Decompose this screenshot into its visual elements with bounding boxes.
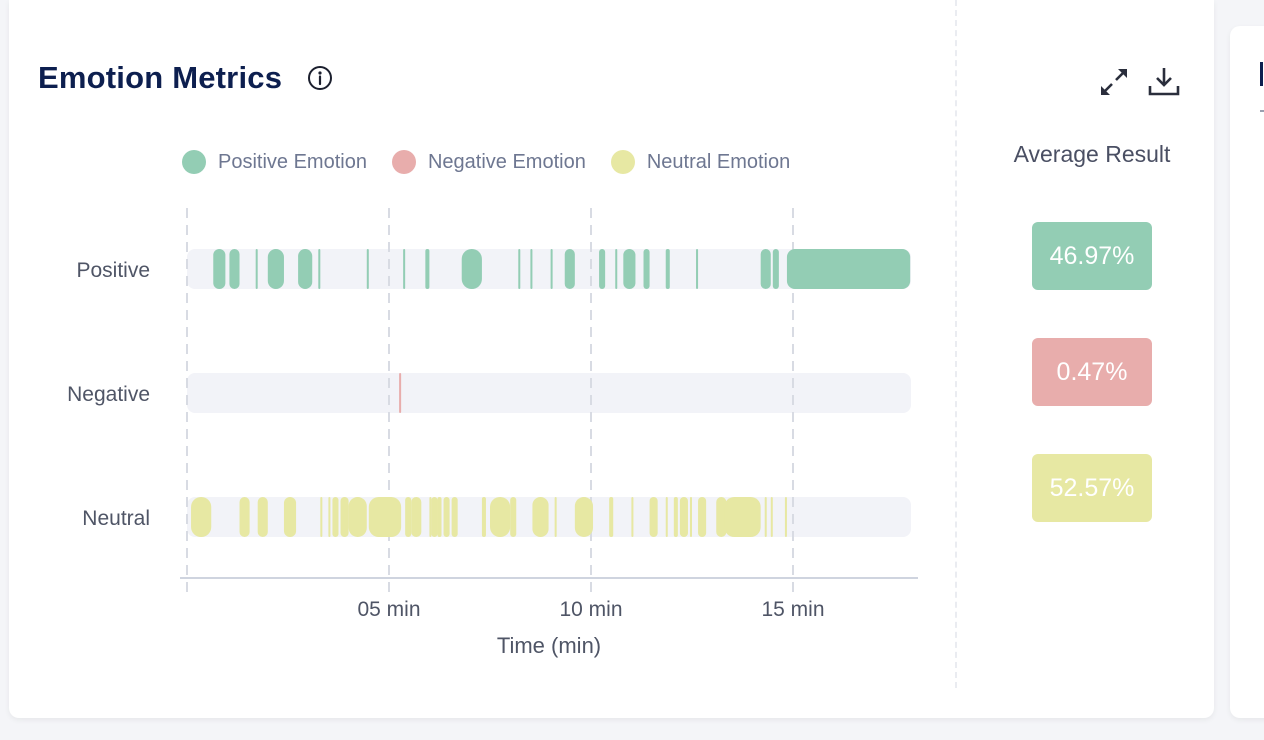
segment-positive-10 xyxy=(518,249,521,289)
legend-label-positive: Positive Emotion xyxy=(218,150,367,173)
segment-neutral-1 xyxy=(239,497,250,537)
segment-neutral-23 xyxy=(609,497,614,537)
row-label-positive: Positive xyxy=(76,259,150,282)
segment-neutral-3 xyxy=(283,497,297,537)
segment-neutral-14 xyxy=(437,497,442,537)
segment-positive-16 xyxy=(623,249,636,289)
segment-neutral-32 xyxy=(724,497,761,537)
legend-item-neutral[interactable]: Neutral Emotion xyxy=(610,150,791,174)
emotion-timeline-chart: Positive Negative Neutral 05 min 10 min 15 mi… xyxy=(67,208,918,658)
chart-legend: Positive Emotion Negative Emotion Neutra… xyxy=(182,150,815,174)
legend-label-negative: Negative Emotion xyxy=(427,150,586,173)
segment-neutral-22 xyxy=(574,497,594,537)
segment-neutral-15 xyxy=(443,497,450,537)
x-tick-label-10: 10 min xyxy=(559,598,622,621)
segment-positive-0 xyxy=(213,249,226,289)
segment-positive-22 xyxy=(786,249,911,289)
x-tick-label-15: 15 min xyxy=(761,598,824,621)
info-circle-icon[interactable] xyxy=(307,65,333,91)
segment-positive-15 xyxy=(615,249,618,289)
segment-negative-0 xyxy=(399,373,402,413)
segment-positive-5 xyxy=(318,249,321,289)
legend-dot-positive xyxy=(182,150,206,174)
segment-neutral-4 xyxy=(320,497,323,537)
x-axis-label: Time (min) xyxy=(497,633,601,658)
segment-positive-11 xyxy=(530,249,533,289)
segment-neutral-25 xyxy=(649,497,658,537)
average-neutral-badge: 52.57% xyxy=(1032,454,1152,522)
segment-positive-14 xyxy=(599,249,606,289)
segment-neutral-31 xyxy=(716,497,727,537)
segment-positive-4 xyxy=(298,249,313,289)
track-negative xyxy=(187,373,911,413)
segment-neutral-35 xyxy=(784,497,787,537)
segment-neutral-27 xyxy=(673,497,678,537)
segment-neutral-2 xyxy=(257,497,268,537)
legend-dot-negative xyxy=(391,150,416,174)
segment-neutral-10 xyxy=(405,497,412,537)
x-tick-label-5: 05 min xyxy=(357,598,420,621)
legend-item-positive[interactable]: Positive Emotion xyxy=(182,150,367,174)
segment-positive-19 xyxy=(696,249,699,289)
segment-neutral-20 xyxy=(532,497,549,537)
legend-dot-neutral xyxy=(610,150,635,174)
panel-divider xyxy=(955,0,957,688)
segment-neutral-9 xyxy=(368,497,402,537)
row-label-neutral: Neutral xyxy=(82,507,150,530)
segment-neutral-21 xyxy=(554,497,557,537)
segment-neutral-30 xyxy=(698,497,707,537)
segment-positive-2 xyxy=(255,249,258,289)
segment-positive-8 xyxy=(425,249,430,289)
segment-positive-1 xyxy=(229,249,240,289)
segment-neutral-29 xyxy=(689,497,692,537)
segment-neutral-11 xyxy=(411,497,422,537)
segment-neutral-7 xyxy=(340,497,349,537)
segment-positive-20 xyxy=(760,249,771,289)
adjacent-card-title-stub xyxy=(1260,62,1263,86)
average-negative-badge: 0.47% xyxy=(1032,338,1152,406)
segment-neutral-12 xyxy=(429,497,432,537)
segment-neutral-17 xyxy=(481,497,486,537)
segment-neutral-24 xyxy=(631,497,634,537)
download-icon[interactable] xyxy=(1147,64,1181,98)
row-label-negative: Negative xyxy=(67,383,150,406)
segment-neutral-26 xyxy=(665,497,668,537)
page-title: Emotion Metrics xyxy=(38,60,283,95)
segment-neutral-34 xyxy=(770,497,773,537)
legend-label-neutral: Neutral Emotion xyxy=(646,150,791,173)
segment-positive-7 xyxy=(403,249,406,289)
emotion-metrics-card xyxy=(9,0,1214,718)
segment-neutral-13 xyxy=(431,497,438,537)
average-result-title: Average Result xyxy=(1013,141,1171,167)
segment-positive-6 xyxy=(366,249,369,289)
average-positive-badge: 46.97% xyxy=(1032,222,1152,290)
segment-neutral-33 xyxy=(764,497,767,537)
segment-positive-17 xyxy=(643,249,650,289)
segment-neutral-8 xyxy=(348,497,367,537)
segment-neutral-5 xyxy=(328,497,331,537)
segment-positive-3 xyxy=(267,249,284,289)
segment-neutral-16 xyxy=(451,497,458,537)
segment-neutral-0 xyxy=(191,497,212,537)
expand-icon[interactable] xyxy=(1098,66,1130,98)
segment-neutral-18 xyxy=(490,497,511,537)
segment-positive-13 xyxy=(564,249,575,289)
segment-positive-9 xyxy=(461,249,482,289)
segment-neutral-6 xyxy=(332,497,339,537)
segment-neutral-28 xyxy=(679,497,688,537)
segment-positive-12 xyxy=(550,249,553,289)
adjacent-card xyxy=(1230,26,1264,718)
adjacent-card-subtitle-stub xyxy=(1260,110,1264,112)
segment-neutral-19 xyxy=(510,497,517,537)
legend-item-negative[interactable]: Negative Emotion xyxy=(391,150,586,174)
segment-positive-21 xyxy=(772,249,779,289)
segment-positive-18 xyxy=(665,249,670,289)
